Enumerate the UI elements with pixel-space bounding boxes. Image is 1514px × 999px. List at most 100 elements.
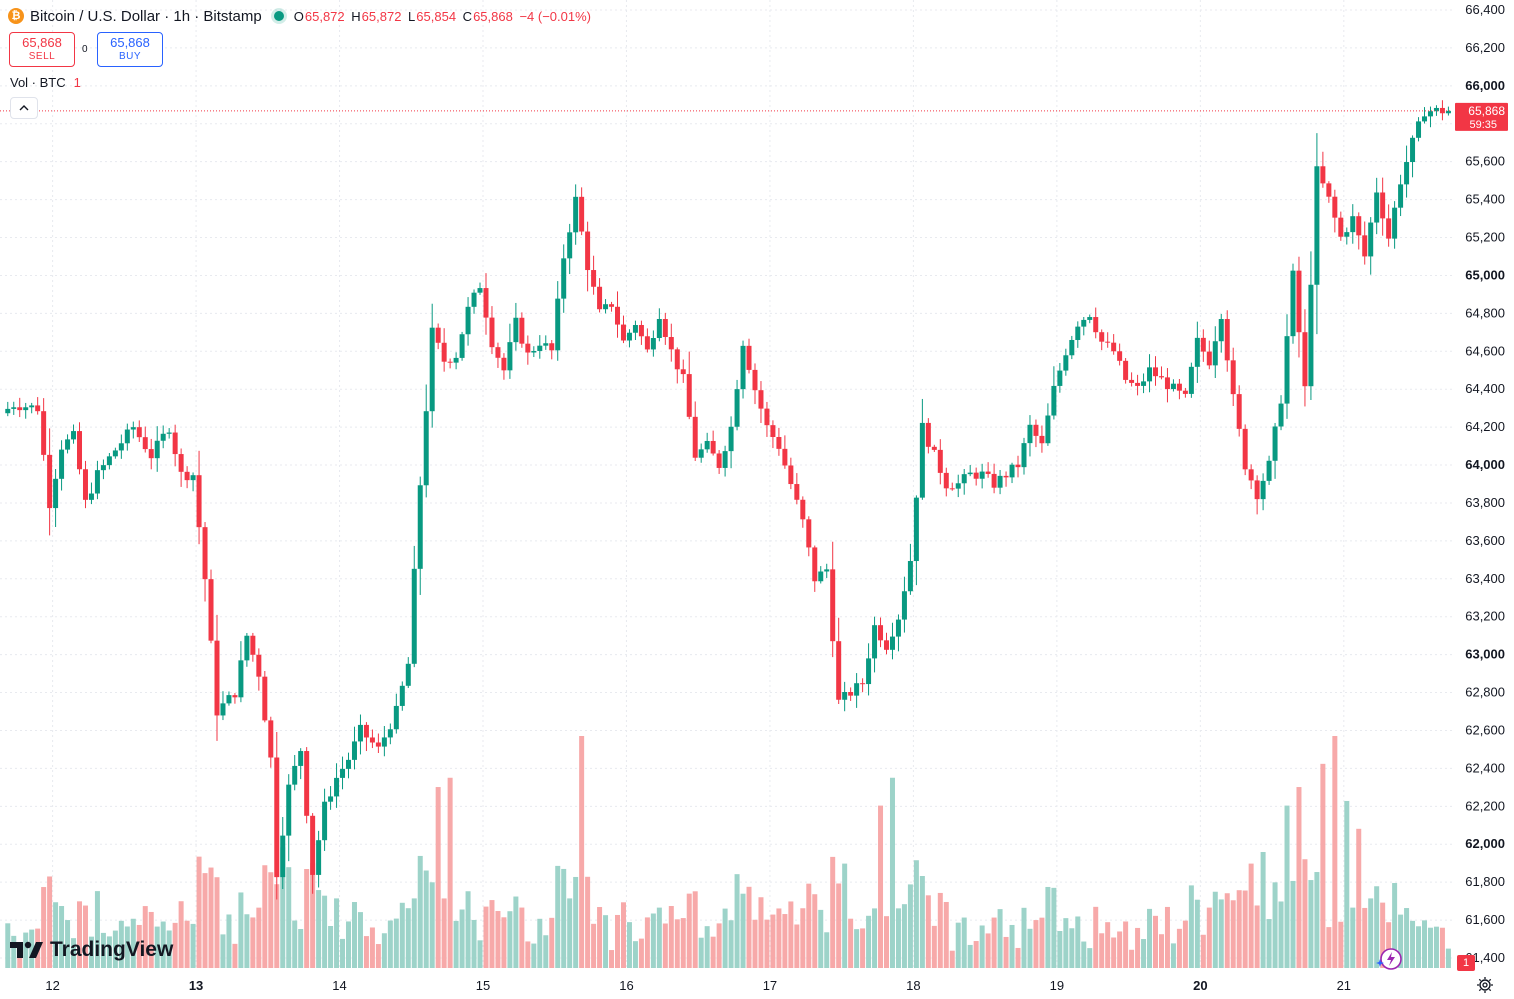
buy-label: BUY (118, 50, 142, 62)
candle-body (130, 427, 136, 430)
volume-bar (1332, 736, 1338, 968)
candle-body (1123, 360, 1129, 380)
volume-bar (848, 918, 854, 968)
candle-body (47, 454, 53, 509)
settings-gear-icon[interactable] (1476, 976, 1494, 994)
volume-bar (561, 868, 567, 968)
symbol-legend[interactable]: ₿ Bitcoin / U.S. Dollar · 1h · Bitstamp … (8, 6, 598, 26)
volume-bar (100, 932, 106, 968)
candle-body (543, 343, 549, 346)
live-dot-icon (273, 11, 284, 21)
volume-bar (23, 932, 29, 968)
volume-bar (423, 870, 429, 968)
candle-body (405, 663, 411, 686)
candle-body (1266, 460, 1272, 481)
alert-count-badge[interactable]: 1 (1457, 955, 1475, 971)
close-value: 65,868 (473, 8, 513, 24)
volume-bar (567, 898, 573, 968)
price-tick-label: 63,200 (1465, 609, 1505, 624)
price-tick-label: 63,800 (1465, 495, 1505, 510)
tradingview-logo[interactable]: TradingView (10, 938, 173, 962)
price-tick-label: 65,600 (1465, 154, 1505, 169)
candle-body (1099, 332, 1105, 342)
time-tick-label: 21 (1337, 978, 1351, 993)
candle-body (1416, 121, 1422, 138)
volume-value: 1 (73, 75, 81, 90)
candle-body (878, 625, 884, 641)
volume-bar (1212, 891, 1218, 968)
candle-body (304, 751, 310, 816)
volume-bar (363, 936, 369, 968)
candle-body (991, 473, 997, 488)
volume-bar (1362, 907, 1368, 968)
candle-body (1236, 394, 1242, 429)
volume-bar (1176, 928, 1182, 968)
price-tick-label: 62,200 (1465, 798, 1505, 813)
last-price-tag-value: 65,868 (1468, 104, 1505, 118)
volume-bar (907, 884, 913, 968)
candle-body (758, 390, 764, 409)
buy-button[interactable]: 65,868 BUY (97, 32, 163, 67)
price-tick-label: 63,400 (1465, 571, 1505, 586)
volume-bar (1433, 926, 1439, 968)
volume-bar (788, 901, 794, 968)
symbol-title[interactable]: Bitcoin / U.S. Dollar · 1h · Bitstamp (30, 7, 262, 25)
volume-bar (489, 900, 495, 968)
volume-bar (782, 914, 788, 968)
volume-bar (615, 914, 621, 968)
candle-body (710, 440, 716, 454)
candle-body (603, 304, 609, 310)
volume-bar (836, 883, 842, 968)
price-tick-label: 64,000 (1465, 457, 1505, 472)
volume-bar (997, 909, 1003, 968)
volume-bar (328, 926, 334, 968)
volume-bar (11, 935, 17, 968)
volume-bar (82, 905, 88, 968)
volume-bar (178, 901, 184, 968)
candle-body (184, 471, 190, 481)
volume-bar (1182, 920, 1188, 968)
candle-body (644, 336, 650, 350)
candle-body (1039, 435, 1045, 444)
volume-bar (1200, 934, 1206, 968)
candle-body (1075, 326, 1081, 340)
candle-body (286, 784, 292, 836)
sell-button[interactable]: 65,868 SELL (9, 32, 75, 67)
candle-body (1117, 351, 1123, 361)
time-tick-label: 16 (619, 978, 633, 993)
candle-body (363, 724, 369, 738)
volume-bar (375, 944, 381, 968)
volume-bar (704, 926, 710, 968)
volume-bar (1111, 937, 1117, 968)
volume-legend[interactable]: Vol · BTC 1 (10, 75, 81, 90)
candle-body (1433, 107, 1439, 112)
volume-bar (644, 917, 650, 968)
volume-bar (304, 868, 310, 968)
candle-body (740, 345, 746, 390)
candle-body (1051, 385, 1057, 416)
volume-bar (1033, 920, 1039, 968)
candle-body (800, 499, 806, 520)
candle-body (866, 658, 872, 685)
volume-bar (1021, 907, 1027, 968)
candle-body (190, 475, 196, 481)
volume-bar (680, 918, 686, 968)
volume-bar (764, 919, 770, 968)
candle-body (501, 357, 507, 371)
volume-bar (1344, 800, 1350, 968)
volume-bar (136, 924, 142, 968)
volume-bar (1439, 927, 1445, 968)
candle-body (692, 416, 698, 458)
lightning-sparkle-icon[interactable] (1375, 946, 1403, 972)
candle-body (943, 472, 949, 489)
volume-bar (1308, 880, 1314, 968)
volume-bar (71, 938, 77, 968)
volume-bar (698, 937, 704, 968)
collapse-legend-button[interactable] (10, 97, 38, 119)
volume-bar (674, 919, 680, 968)
volume-bar (1380, 902, 1386, 968)
candle-body (1218, 319, 1224, 342)
candle-body (609, 304, 615, 307)
price-tick-label: 65,000 (1465, 267, 1505, 282)
